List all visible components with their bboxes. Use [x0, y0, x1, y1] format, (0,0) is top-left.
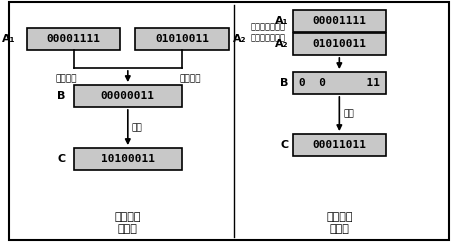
Text: 00000011: 00000011 — [101, 91, 155, 101]
Text: 取前一半: 取前一半 — [55, 74, 77, 83]
Text: 补充: 补充 — [343, 109, 354, 119]
FancyBboxPatch shape — [74, 148, 182, 170]
FancyBboxPatch shape — [293, 134, 386, 156]
Text: 改进的交
叉过程: 改进的交 叉过程 — [326, 212, 353, 234]
Text: 00011011: 00011011 — [313, 140, 366, 150]
Text: 01010011: 01010011 — [155, 34, 209, 44]
Text: A₁: A₁ — [275, 16, 289, 26]
FancyBboxPatch shape — [293, 10, 386, 32]
Text: 设置后代先继承
双方的相同部分: 设置后代先继承 双方的相同部分 — [250, 23, 285, 42]
FancyBboxPatch shape — [293, 72, 386, 94]
Text: 之前的交
叉过程: 之前的交 叉过程 — [115, 212, 141, 234]
FancyBboxPatch shape — [27, 28, 120, 50]
Text: A₂: A₂ — [275, 39, 289, 49]
Text: A₂: A₂ — [233, 34, 246, 44]
Text: 00001111: 00001111 — [47, 34, 101, 44]
Text: 01010011: 01010011 — [313, 39, 366, 49]
FancyBboxPatch shape — [135, 28, 229, 50]
Text: 调整: 调整 — [132, 123, 143, 132]
Text: C: C — [58, 154, 66, 164]
Text: 取后一半: 取后一半 — [179, 74, 201, 83]
Text: C: C — [281, 140, 289, 150]
Text: B: B — [280, 78, 289, 88]
FancyBboxPatch shape — [74, 85, 182, 107]
FancyBboxPatch shape — [293, 33, 386, 55]
Text: A₁: A₁ — [2, 34, 15, 44]
Text: 00001111: 00001111 — [313, 16, 366, 26]
Text: 10100011: 10100011 — [101, 154, 155, 164]
Text: B: B — [57, 91, 66, 101]
Text: 0  0      11: 0 0 11 — [299, 78, 380, 88]
